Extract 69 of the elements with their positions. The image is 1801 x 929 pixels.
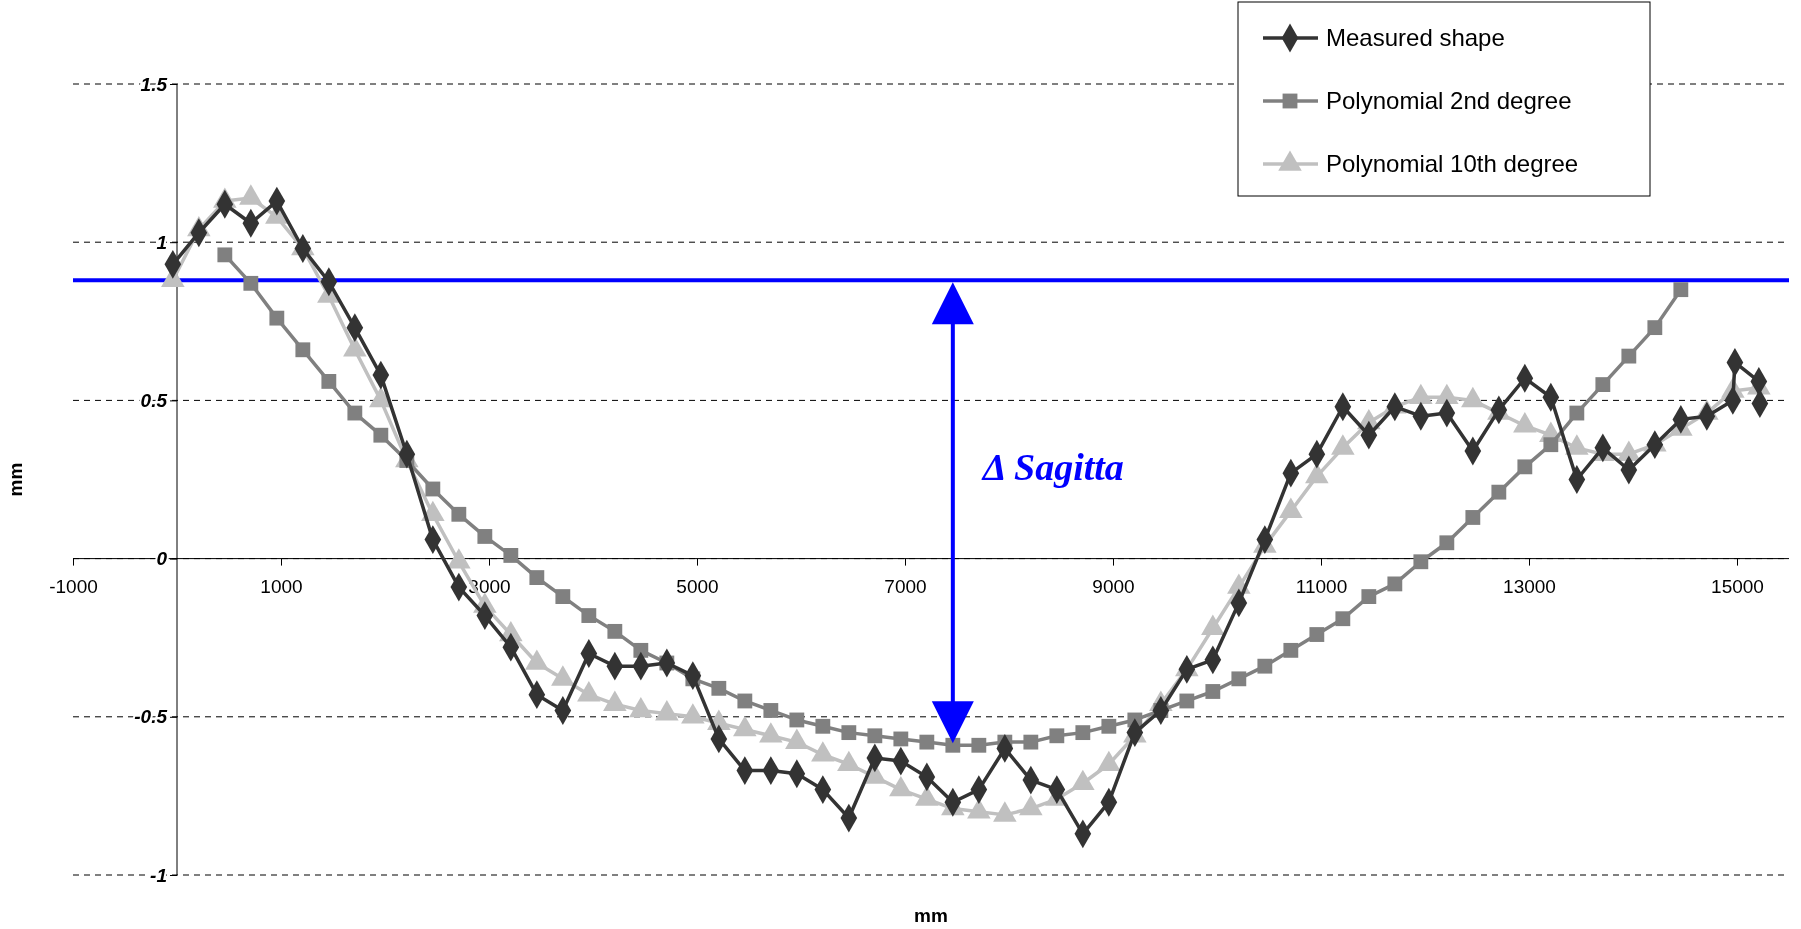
point bbox=[893, 731, 909, 747]
x-tick-label: 9000 bbox=[1092, 576, 1135, 598]
y-axis-title: mm bbox=[5, 462, 26, 497]
legend-label: Measured shape bbox=[1326, 24, 1505, 51]
point bbox=[321, 374, 337, 389]
point bbox=[841, 725, 857, 741]
point bbox=[555, 589, 571, 604]
point bbox=[1179, 693, 1195, 709]
point bbox=[1517, 459, 1533, 475]
x-tick-label: 5000 bbox=[676, 576, 719, 598]
point bbox=[763, 703, 779, 718]
x-tick-label: 13000 bbox=[1503, 576, 1556, 598]
point bbox=[1413, 554, 1429, 570]
x-tick-label: 15000 bbox=[1711, 576, 1764, 598]
point bbox=[789, 712, 805, 728]
point bbox=[1387, 576, 1403, 592]
point bbox=[633, 642, 649, 658]
point bbox=[1569, 405, 1585, 421]
x-tick-label: 1000 bbox=[260, 576, 303, 598]
x-tick-label: -1000 bbox=[49, 576, 98, 598]
point bbox=[243, 275, 259, 291]
point bbox=[1491, 484, 1507, 500]
annotation: Δ Sagitta bbox=[980, 445, 1124, 488]
point bbox=[1049, 728, 1065, 744]
legend-label: Polynomial 10th degree bbox=[1326, 150, 1579, 177]
point bbox=[1439, 535, 1455, 551]
point bbox=[1075, 725, 1091, 741]
y-tick-label: 1 bbox=[156, 231, 167, 253]
point bbox=[1595, 377, 1611, 392]
point bbox=[1101, 718, 1117, 734]
point bbox=[581, 608, 597, 623]
point bbox=[1361, 589, 1377, 604]
point bbox=[1309, 627, 1325, 642]
point bbox=[1673, 282, 1689, 298]
point bbox=[1257, 658, 1273, 674]
point bbox=[425, 481, 441, 497]
point bbox=[971, 737, 987, 753]
y-tick-label: -1 bbox=[150, 864, 167, 886]
point bbox=[815, 718, 831, 734]
x-tick-label: 7000 bbox=[884, 576, 927, 598]
point bbox=[945, 737, 961, 753]
point bbox=[1621, 348, 1637, 364]
point bbox=[347, 405, 363, 421]
point bbox=[1283, 642, 1299, 658]
point bbox=[737, 693, 753, 709]
x-tick-label: 11000 bbox=[1295, 576, 1348, 598]
point bbox=[217, 247, 233, 263]
point bbox=[1205, 684, 1221, 699]
point bbox=[1543, 437, 1559, 453]
y-tick-label: 1.5 bbox=[140, 73, 168, 95]
point bbox=[607, 623, 623, 639]
point bbox=[867, 728, 883, 744]
point bbox=[295, 342, 311, 358]
point bbox=[1231, 671, 1247, 687]
point bbox=[711, 680, 727, 696]
point bbox=[1023, 734, 1039, 750]
point bbox=[1335, 611, 1351, 627]
point bbox=[477, 529, 493, 544]
point bbox=[1647, 320, 1663, 336]
point bbox=[503, 548, 519, 563]
point bbox=[373, 427, 389, 443]
legend-label: Polynomial 2nd degree bbox=[1326, 87, 1572, 114]
x-axis-title: mm bbox=[914, 905, 948, 926]
y-tick-label: -0.5 bbox=[134, 706, 168, 728]
point bbox=[919, 734, 935, 750]
point bbox=[1465, 510, 1481, 525]
point bbox=[269, 310, 285, 326]
point bbox=[451, 506, 467, 522]
point bbox=[529, 570, 545, 585]
